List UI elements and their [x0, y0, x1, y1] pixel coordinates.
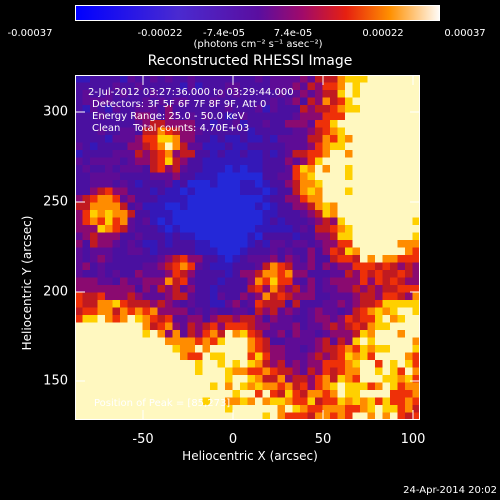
y-tick-label: 150 [43, 373, 68, 389]
timestamp: 24-Apr-2014 20:02 [403, 485, 497, 496]
colorbar-tick: 0.00022 [362, 28, 404, 39]
info-time: 2-Jul-2012 03:27:36.000 to 03:29:44.000 [88, 87, 294, 98]
x-tick-label: 100 [400, 432, 426, 447]
y-tick-label: 200 [43, 284, 68, 300]
plot-area: 2-Jul-2012 03:27:36.000 to 03:29:44.000 … [75, 75, 420, 420]
info-detectors: Detectors: 3F 5F 6F 7F 8F 9F, Att 0 [92, 99, 267, 110]
info-energy: Energy Range: 25.0 - 50.0 keV [92, 111, 245, 122]
colorbar [75, 5, 440, 21]
colorbar-units: (photons cm⁻² s⁻¹ asec⁻²) [193, 39, 323, 50]
x-tick-label: -50 [132, 432, 154, 447]
colorbar-tick: 7.4e-05 [273, 28, 313, 39]
colorbar-tick: -7.4e-05 [203, 28, 245, 39]
x-tick-label: 0 [228, 432, 238, 447]
colorbar-tick: -0.00022 [137, 28, 183, 39]
plot-title: Reconstructed RHESSI Image [147, 53, 353, 69]
colorbar-tick: -0.00037 [7, 28, 53, 39]
x-axis-label: Heliocentric X (arcsec) [182, 449, 318, 463]
colorbar-tick: 0.00037 [444, 28, 486, 39]
y-tick-label: 300 [43, 104, 68, 120]
info-clean: Clean Total counts: 4.70E+03 [92, 123, 250, 134]
y-axis-label: Heliocentric Y (arcsec) [20, 215, 34, 351]
y-tick-label: 250 [43, 194, 68, 210]
heatmap-image [75, 75, 420, 420]
info-peak: Position of Peak = [85,273] [94, 398, 231, 409]
x-tick-label: 50 [314, 432, 332, 447]
